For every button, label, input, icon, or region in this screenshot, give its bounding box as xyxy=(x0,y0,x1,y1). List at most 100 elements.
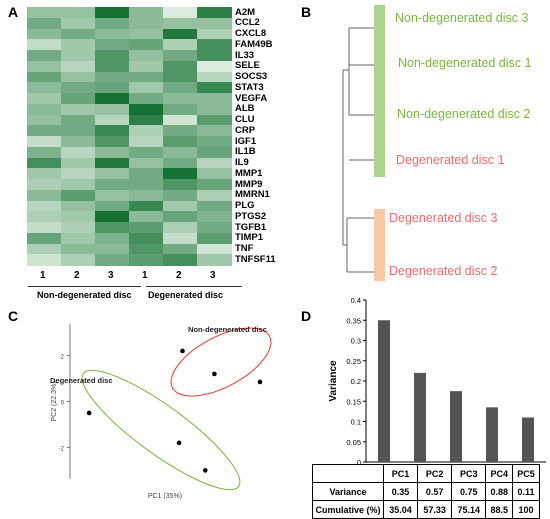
heatmap-cell xyxy=(197,168,232,180)
dendrogram-leaf: Non-degenerated disc 1 xyxy=(398,56,532,70)
heatmap-cell xyxy=(61,254,96,266)
gene-label: VEGFA xyxy=(235,92,268,104)
heatmap-cell xyxy=(197,82,232,94)
dendrogram-leaf: Non-degenerated disc 3 xyxy=(395,11,529,25)
heatmap-cell xyxy=(129,189,164,201)
pca-summary-table: PC1 PC2 PC3 PC4 PC5 Variance 0.35 0.57 0… xyxy=(312,464,540,519)
column-label: 3 xyxy=(108,270,114,281)
heatmap-cell xyxy=(61,189,96,201)
group-ellipse-non-degenerated xyxy=(170,327,272,397)
heatmap-cell xyxy=(197,254,232,266)
variance-bar xyxy=(378,320,390,462)
gene-label: CRP xyxy=(235,124,256,136)
group-label-non-degenerated: Non-degenerated disc xyxy=(37,290,132,300)
series-label-degenerated: Degenerated disc xyxy=(50,376,113,385)
pca-scatter-plot: 2 0 -2 PC1 (35%) PC2 (22.3%) Non-degenerated … xyxy=(50,324,272,500)
heatmap-cell xyxy=(197,39,232,51)
gene-label: ALB xyxy=(235,103,255,115)
gene-label: IL33 xyxy=(235,49,255,61)
heatmap-cell xyxy=(129,39,164,51)
heatmap-cell xyxy=(27,82,62,94)
heatmap-cell xyxy=(163,82,198,94)
table-header-row: PC1 PC2 PC3 PC4 PC5 xyxy=(312,464,540,483)
heatmap-cell xyxy=(197,157,232,169)
variance-bar xyxy=(486,407,498,462)
gene-label: STAT3 xyxy=(235,81,264,93)
table-header-cell: PC5 xyxy=(512,464,540,483)
heatmap-cell xyxy=(129,243,164,255)
heatmap-cell xyxy=(27,243,62,255)
y-axis-label: Variance xyxy=(328,360,339,402)
heatmap-cell xyxy=(61,93,96,105)
scatter-point xyxy=(257,379,263,385)
scatter-point xyxy=(212,371,217,377)
x-axis-label: PC1 (35%) xyxy=(148,493,182,500)
heatmap-cell xyxy=(129,50,164,62)
heatmap-cell xyxy=(197,243,232,255)
heatmap-cell xyxy=(129,200,164,212)
y-axis-label: PC2 (22.3%) xyxy=(51,381,58,421)
heatmap-cell xyxy=(129,82,164,94)
heatmap-cell xyxy=(129,17,164,29)
heatmap-cell xyxy=(197,114,232,126)
heatmap-cell xyxy=(163,93,198,105)
heatmap-cell xyxy=(129,93,164,105)
heatmap-cell xyxy=(163,200,198,212)
heatmap-cell xyxy=(27,50,62,62)
scatter-point xyxy=(176,440,182,446)
table-header-cell: PC1 xyxy=(382,464,419,483)
heatmap-cell xyxy=(27,103,62,115)
heatmap-cell xyxy=(95,28,130,40)
heatmap-cell xyxy=(61,168,96,180)
column-label: 2 xyxy=(74,270,80,281)
heatmap-cell xyxy=(197,50,232,62)
gene-label: TNFSF11 xyxy=(235,253,276,265)
scatter-point xyxy=(86,410,92,416)
heatmap-cell xyxy=(95,82,130,94)
heatmap-cell xyxy=(197,125,232,137)
heatmap-cell xyxy=(95,146,130,158)
heatmap-cell xyxy=(163,17,198,29)
y-tick-label: 0 xyxy=(61,401,65,407)
gene-label: TNF xyxy=(235,243,254,254)
y-tick-label: 0.15 xyxy=(346,397,361,406)
heatmap-cell xyxy=(61,146,96,158)
heatmap-cell xyxy=(27,254,62,266)
heatmap-cell xyxy=(27,71,62,83)
heatmap-cell xyxy=(95,60,130,72)
heatmap-cell xyxy=(27,232,62,244)
column-label: 2 xyxy=(176,270,182,281)
heatmap-cell xyxy=(163,232,198,244)
dendrogram xyxy=(342,5,385,281)
heatmap-cell xyxy=(163,179,198,191)
heatmap-cell xyxy=(95,103,130,115)
heatmap-cell xyxy=(129,168,164,180)
heatmap-cell xyxy=(95,168,130,180)
panel-label-d: D xyxy=(301,308,312,324)
heatmap-cell xyxy=(95,136,130,148)
dendrogram-leaf: Degenerated disc 3 xyxy=(389,211,498,225)
heatmap-cell xyxy=(163,243,198,255)
panel-label-c: C xyxy=(8,308,19,324)
heatmap-cell xyxy=(197,71,232,83)
variance-bar xyxy=(414,372,426,462)
heatmap-cell xyxy=(197,200,232,212)
table-row-label: Variance xyxy=(312,482,384,501)
y-tick-label: 0.3 xyxy=(351,337,361,346)
table-header-cell: PC2 xyxy=(417,464,453,483)
heatmap-cell xyxy=(163,125,198,137)
variance-bar xyxy=(450,391,462,462)
y-tick-label: 0 xyxy=(357,458,361,465)
heatmap-cell xyxy=(197,189,232,201)
gene-label: CCL2 xyxy=(235,17,260,29)
heatmap-cell xyxy=(129,28,164,40)
gene-label: FAM49B xyxy=(235,38,273,50)
heatmap-cell xyxy=(163,211,198,223)
heatmap-cell xyxy=(95,157,130,169)
heatmap-cell xyxy=(61,60,96,72)
heatmap-cell xyxy=(129,211,164,223)
group-bracket-degenerated xyxy=(146,286,242,287)
heatmap-cell xyxy=(95,211,130,223)
heatmap-cell xyxy=(197,146,232,158)
heatmap-cell xyxy=(95,93,130,105)
